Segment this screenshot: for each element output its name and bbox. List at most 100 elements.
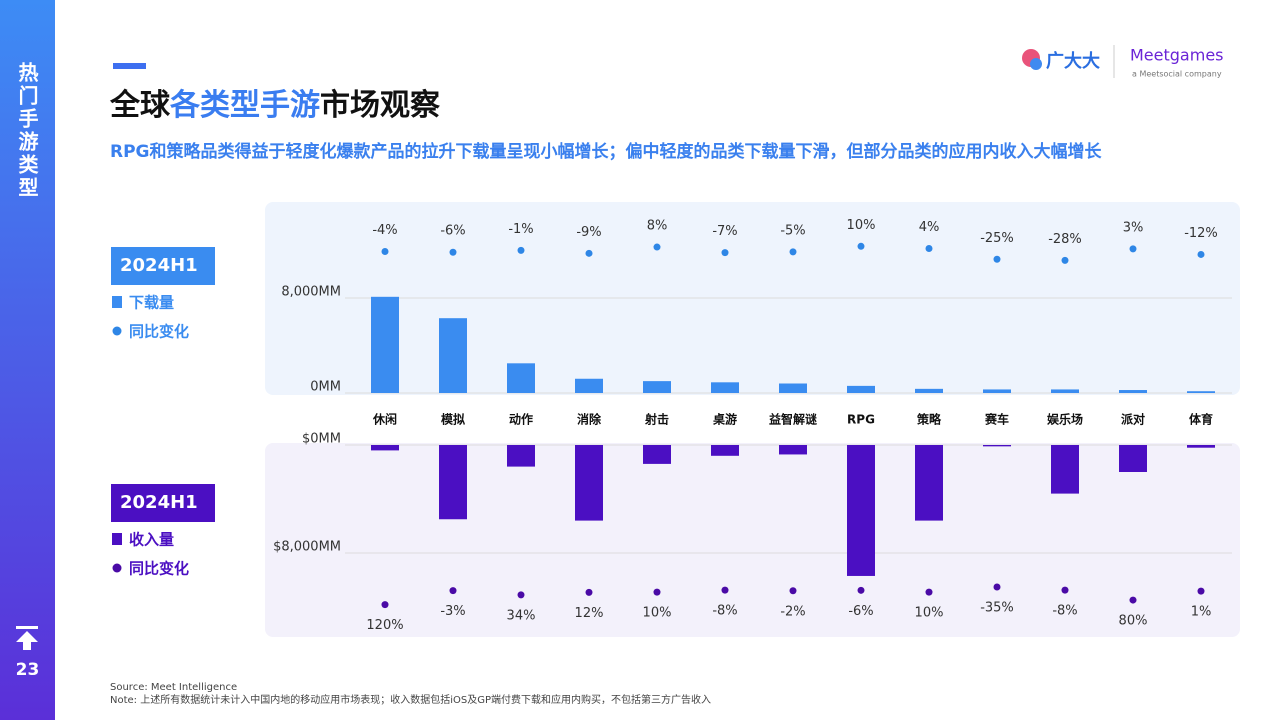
growth-label: 4% — [919, 220, 940, 235]
logo-text: Meetgames — [1130, 46, 1224, 65]
logo-subtext: a Meetsocial company — [1132, 70, 1222, 79]
bar — [983, 445, 1011, 447]
x-tick-label: 动作 — [509, 412, 533, 427]
growth-dot — [381, 247, 389, 255]
growth-label: 10% — [643, 606, 672, 621]
y-tick-label: $0MM — [302, 432, 341, 447]
bar — [643, 381, 671, 393]
growth-label: -6% — [848, 604, 873, 619]
growth-dot — [653, 243, 661, 251]
growth-dot — [789, 248, 797, 256]
growth-dot — [517, 591, 525, 599]
bar — [371, 296, 399, 393]
legend-label: 下载量 — [129, 294, 174, 312]
x-tick-label: 休闲 — [372, 412, 397, 427]
sidebar: 热门手游类型 23 — [0, 0, 55, 720]
bar — [1119, 390, 1147, 393]
x-tick-label: 策略 — [917, 412, 942, 427]
growth-dot — [585, 249, 593, 257]
growth-label: -5% — [780, 223, 805, 238]
legend-swatch — [112, 296, 122, 308]
growth-dot — [653, 588, 661, 596]
growth-label: 120% — [366, 618, 403, 633]
growth-label: 80% — [1119, 614, 1148, 629]
bar — [1051, 445, 1079, 494]
growth-label: -28% — [1048, 232, 1082, 247]
growth-label: -7% — [712, 224, 737, 239]
growth-dot — [517, 246, 525, 254]
growth-label: -35% — [980, 601, 1014, 616]
legend-swatch — [112, 533, 122, 545]
x-tick-label: 桌游 — [712, 412, 737, 427]
title-part: 各类型手游 — [169, 88, 320, 123]
bar — [575, 445, 603, 521]
growth-dot — [925, 245, 933, 253]
growth-dot — [1129, 596, 1137, 604]
bar — [711, 445, 739, 456]
growth-dot — [1129, 245, 1137, 253]
page-number: 23 — [15, 660, 40, 680]
growth-dot — [449, 587, 457, 595]
subtitle: RPG和策略品类得益于轻度化爆款产品的拉升下载量呈现小幅增长；偏中轻度的品类下载… — [110, 141, 1103, 162]
x-tick-label: 赛车 — [984, 412, 1009, 427]
growth-label: 8% — [647, 219, 668, 234]
growth-dot — [925, 588, 933, 596]
growth-dot — [721, 249, 729, 257]
growth-label: -12% — [1184, 226, 1218, 241]
y-tick-label: 8,000MM — [281, 285, 341, 300]
title-part: 全球 — [109, 88, 171, 123]
legend-box — [111, 247, 215, 285]
growth-dot — [1197, 587, 1205, 595]
legend-swatch — [112, 563, 122, 573]
growth-label: -25% — [980, 231, 1014, 246]
growth-dot — [1061, 256, 1069, 264]
bar — [575, 378, 603, 393]
growth-dot — [857, 242, 865, 250]
bar — [439, 318, 467, 393]
bar — [847, 445, 875, 576]
x-tick-label: 消除 — [577, 412, 602, 427]
bar — [1051, 389, 1079, 393]
x-tick-label: 体育 — [1189, 412, 1213, 427]
x-tick-label: RPG — [847, 413, 875, 427]
logo-icon — [1030, 58, 1042, 70]
x-tick-label: 射击 — [644, 412, 669, 427]
growth-dot — [1197, 250, 1205, 258]
source: Source: Meet Intelligence — [110, 682, 237, 693]
growth-label: -6% — [440, 224, 465, 239]
sidebar-label: 热门手游类型 — [15, 62, 39, 200]
logo-text: 广大大 — [1046, 50, 1100, 72]
top-icon — [16, 626, 38, 650]
growth-dot — [993, 255, 1001, 263]
panel — [265, 443, 1240, 637]
note: Note: 上述所有数据统计未计入中国内地的移动应用市场表现；收入数据包括iOS… — [110, 693, 711, 706]
y-tick-label: 0MM — [310, 380, 341, 395]
x-tick-label: 模拟 — [441, 412, 465, 427]
title: 全球各类型手游市场观察 — [109, 88, 441, 123]
growth-dot — [857, 586, 865, 594]
legend-swatch — [112, 326, 122, 336]
bar — [507, 445, 535, 467]
legend-box — [111, 484, 215, 522]
growth-dot — [721, 586, 729, 594]
bar — [1119, 445, 1147, 472]
growth-dot — [381, 601, 389, 609]
legend-label: 同比变化 — [129, 323, 189, 341]
title-part: 市场观察 — [320, 88, 441, 123]
bar — [915, 388, 943, 393]
growth-label: -4% — [372, 223, 397, 238]
legend-title: 2024H1 — [120, 255, 198, 276]
growth-label: 12% — [575, 606, 604, 621]
bar — [439, 445, 467, 520]
growth-label: 10% — [915, 606, 944, 621]
growth-dot — [585, 588, 593, 596]
growth-dot — [789, 587, 797, 595]
growth-label: 1% — [1191, 605, 1212, 620]
growth-label: -2% — [780, 604, 805, 619]
x-tick-label: 益智解谜 — [769, 412, 818, 427]
growth-label: -3% — [440, 604, 465, 619]
bar — [1187, 445, 1215, 448]
bar — [507, 363, 535, 393]
growth-dot — [993, 583, 1001, 591]
